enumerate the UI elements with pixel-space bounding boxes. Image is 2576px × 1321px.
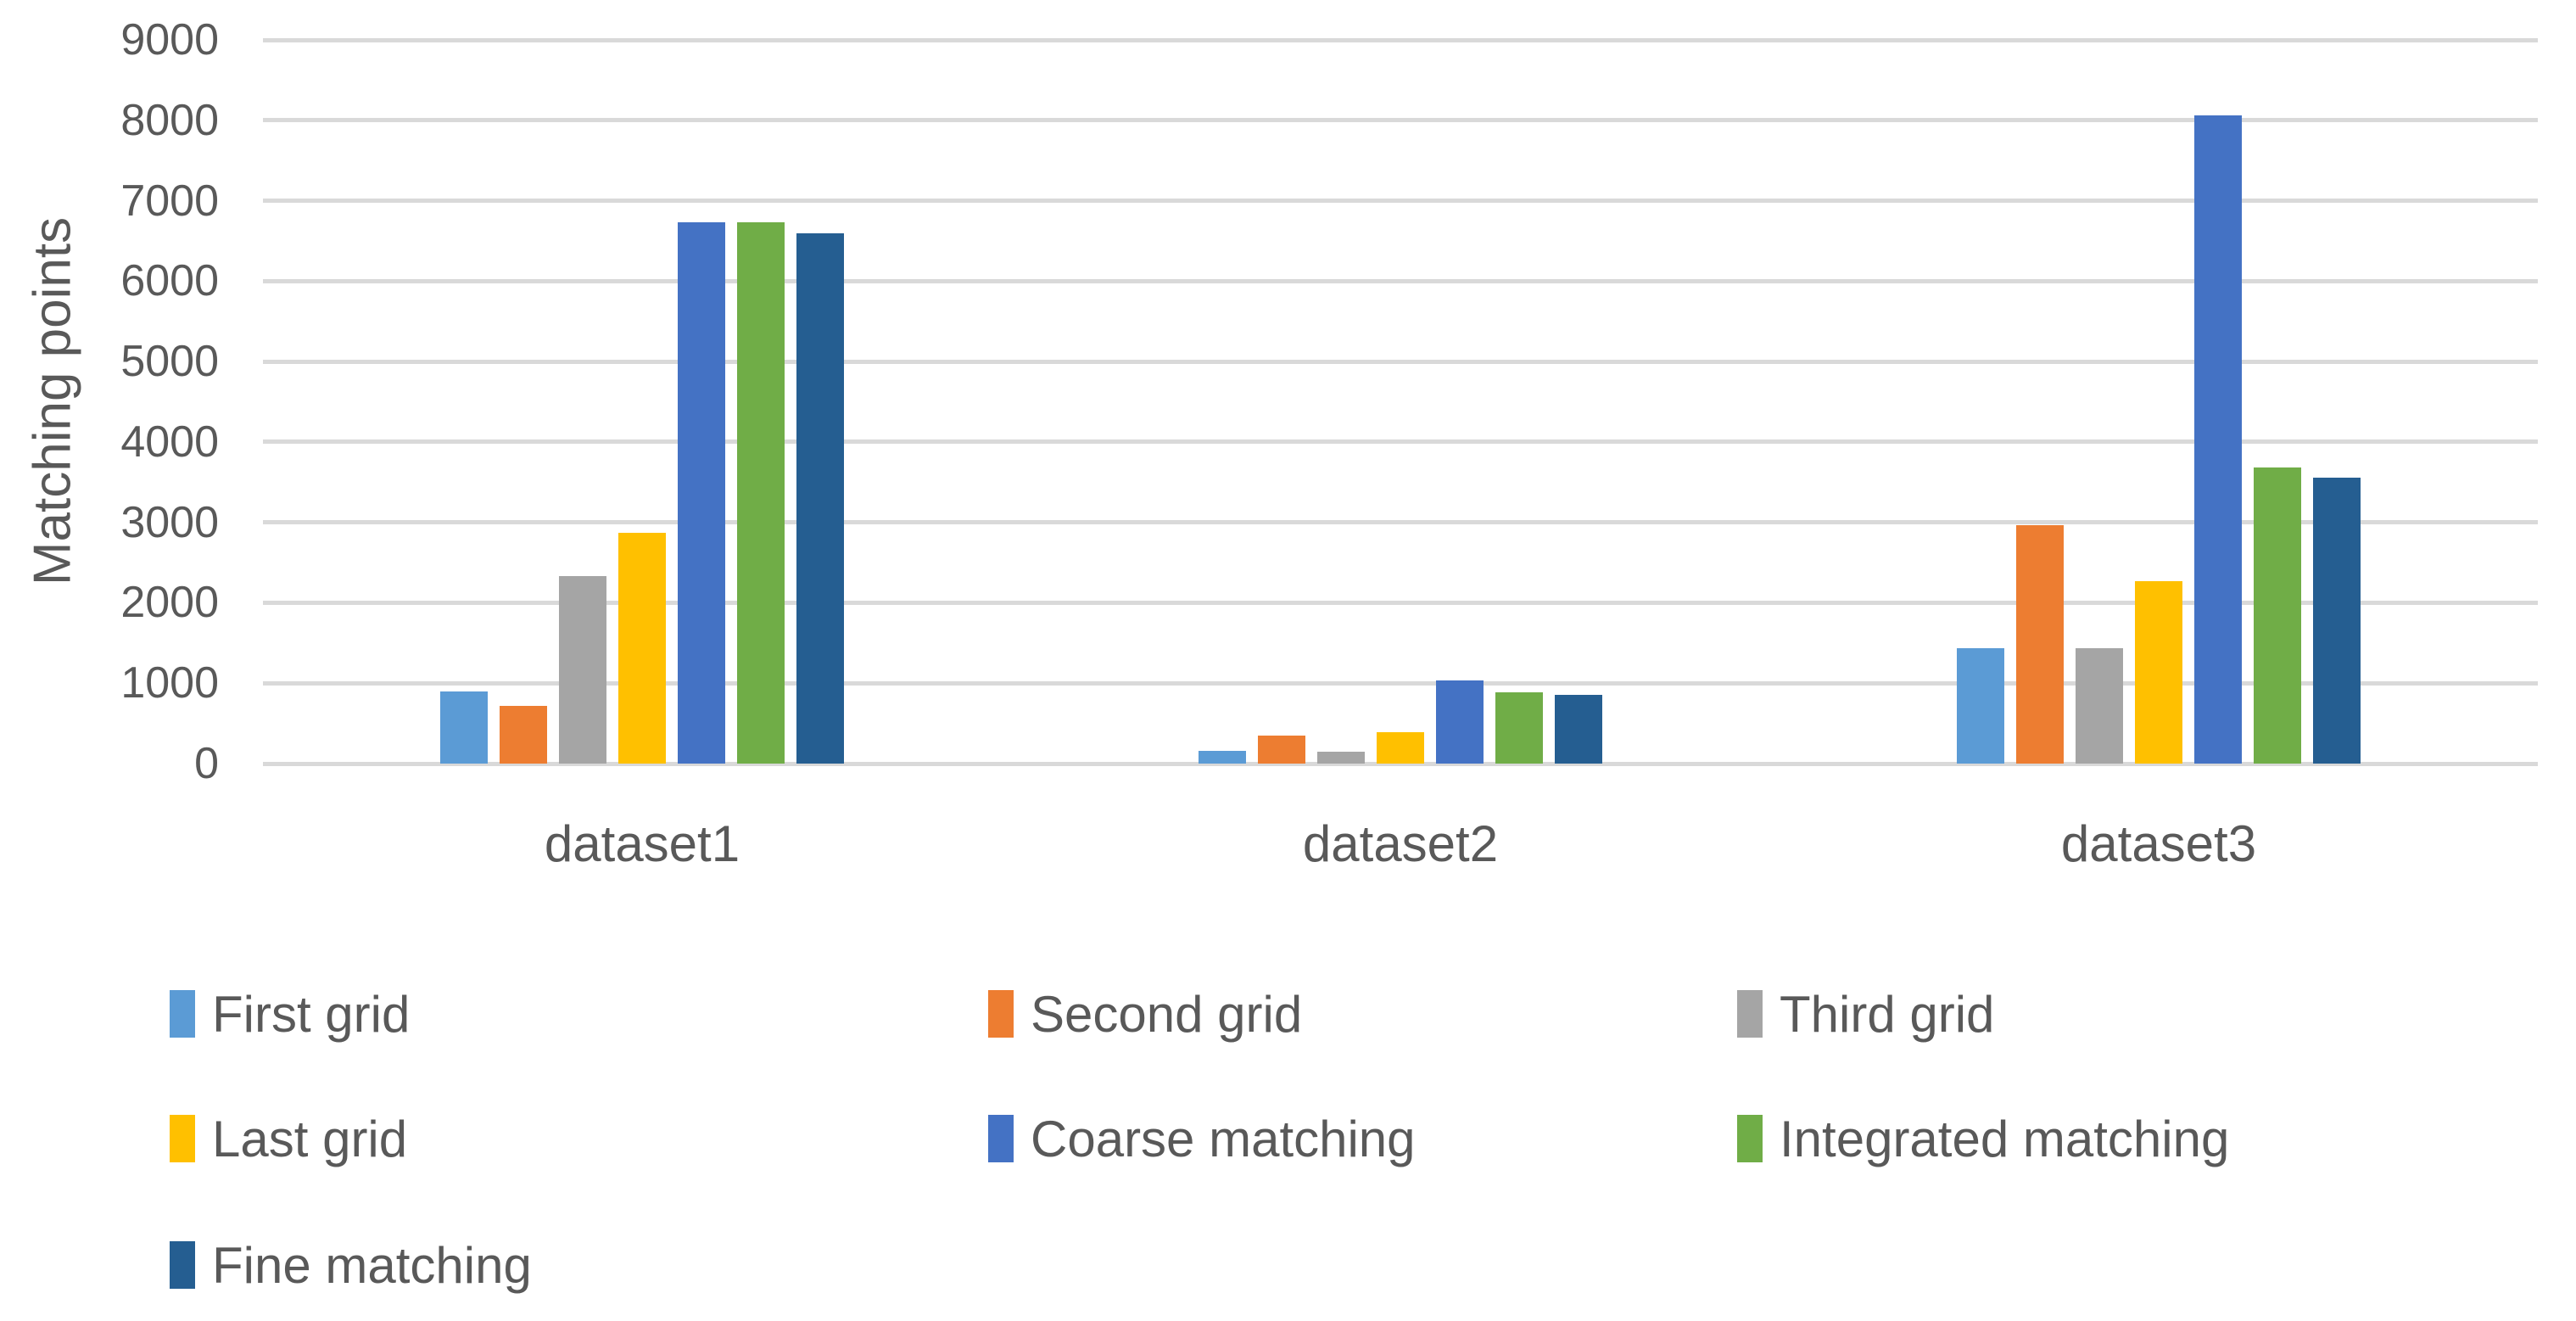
bar-dataset1-third-grid bbox=[559, 576, 606, 764]
gridline bbox=[263, 439, 2538, 445]
legend-swatch-icon bbox=[1737, 1115, 1763, 1162]
bar-dataset2-last-grid bbox=[1377, 732, 1424, 764]
bar-dataset3-coarse-matching bbox=[2194, 115, 2242, 764]
y-axis-tick-label: 7000 bbox=[120, 176, 219, 226]
gridline bbox=[263, 520, 2538, 525]
legend-label: Second grid bbox=[1031, 985, 1303, 1043]
legend-item-integrated-matching: Integrated matching bbox=[1737, 1100, 2229, 1177]
y-axis-tick-labels: 0 1000 2000 3000 4000 5000 6000 7000 8000 9000 bbox=[0, 0, 219, 848]
y-axis-tick-label: 6000 bbox=[120, 256, 219, 306]
legend-swatch-icon bbox=[988, 990, 1014, 1038]
legend-item-first-grid: First grid bbox=[170, 976, 410, 1052]
bar-group-dataset1 bbox=[263, 40, 1021, 764]
legend: First grid Second grid Third grid Last grid… bbox=[0, 967, 2576, 1321]
y-axis-tick-label: 3000 bbox=[120, 497, 219, 547]
plot-area bbox=[263, 37, 2538, 766]
legend-item-coarse-matching: Coarse matching bbox=[988, 1100, 1416, 1177]
gridline bbox=[263, 680, 2538, 686]
y-axis-tick-label: 9000 bbox=[120, 15, 219, 64]
y-axis-tick-label: 1000 bbox=[120, 658, 219, 708]
legend-item-last-grid: Last grid bbox=[170, 1100, 407, 1177]
bar-dataset1-last-grid bbox=[618, 533, 666, 764]
bar-dataset2-coarse-matching bbox=[1436, 680, 1484, 764]
legend-swatch-icon bbox=[170, 1241, 195, 1289]
bar-dataset2-fine-matching bbox=[1555, 694, 1602, 764]
legend-item-fine-matching: Fine matching bbox=[170, 1227, 532, 1303]
x-axis-label-dataset2: dataset2 bbox=[1302, 815, 1499, 872]
x-axis-labels: dataset1 dataset2 dataset3 bbox=[263, 814, 2538, 873]
legend-swatch-icon bbox=[988, 1115, 1014, 1162]
bar-dataset1-fine-matching bbox=[796, 233, 844, 764]
bar-group-dataset3 bbox=[1780, 40, 2538, 764]
bar-dataset3-first-grid bbox=[1957, 647, 2004, 764]
gridline bbox=[263, 359, 2538, 364]
legend-label: Coarse matching bbox=[1031, 1110, 1416, 1167]
y-axis-tick-label: 5000 bbox=[120, 337, 219, 387]
bar-dataset3-integrated-matching bbox=[2254, 467, 2301, 764]
gridline bbox=[263, 37, 2538, 42]
bar-dataset2-first-grid bbox=[1199, 750, 1246, 764]
x-axis-label-dataset1: dataset1 bbox=[544, 815, 740, 872]
bar-dataset1-integrated-matching bbox=[737, 222, 785, 764]
bar-groups bbox=[263, 40, 2538, 764]
y-axis-tick-label: 4000 bbox=[120, 417, 219, 467]
y-axis-tick-label: 2000 bbox=[120, 578, 219, 628]
legend-label: Last grid bbox=[212, 1110, 408, 1167]
bar-dataset3-last-grid bbox=[2135, 580, 2182, 764]
legend-swatch-icon bbox=[170, 1115, 195, 1162]
y-axis-tick-label: 8000 bbox=[120, 95, 219, 145]
legend-label: First grid bbox=[212, 985, 411, 1043]
legend-swatch-icon bbox=[170, 990, 195, 1038]
gridline bbox=[263, 278, 2538, 283]
bar-dataset2-integrated-matching bbox=[1495, 691, 1543, 764]
gridline bbox=[263, 199, 2538, 204]
x-axis-label-dataset3: dataset3 bbox=[2060, 815, 2257, 872]
bar-dataset3-third-grid bbox=[2076, 647, 2123, 764]
gridline bbox=[263, 600, 2538, 605]
bar-dataset2-third-grid bbox=[1317, 751, 1365, 764]
legend-label: Fine matching bbox=[212, 1236, 532, 1294]
bar-dataset1-coarse-matching bbox=[678, 222, 725, 764]
legend-label: Third grid bbox=[1780, 985, 1995, 1043]
legend-item-second-grid: Second grid bbox=[988, 976, 1302, 1052]
gridline bbox=[263, 761, 2538, 766]
bar-dataset3-fine-matching bbox=[2313, 477, 2361, 764]
bar-dataset1-second-grid bbox=[500, 705, 547, 764]
bar-dataset2-second-grid bbox=[1258, 735, 1305, 764]
legend-label: Integrated matching bbox=[1780, 1110, 2230, 1167]
bar-dataset3-second-grid bbox=[2016, 525, 2064, 764]
gridline bbox=[263, 118, 2538, 123]
bar-group-dataset2 bbox=[1021, 40, 1780, 764]
legend-swatch-icon bbox=[1737, 990, 1763, 1038]
legend-item-third-grid: Third grid bbox=[1737, 976, 1994, 1052]
y-axis-tick-label: 0 bbox=[194, 739, 219, 788]
bar-dataset1-first-grid bbox=[440, 691, 488, 764]
